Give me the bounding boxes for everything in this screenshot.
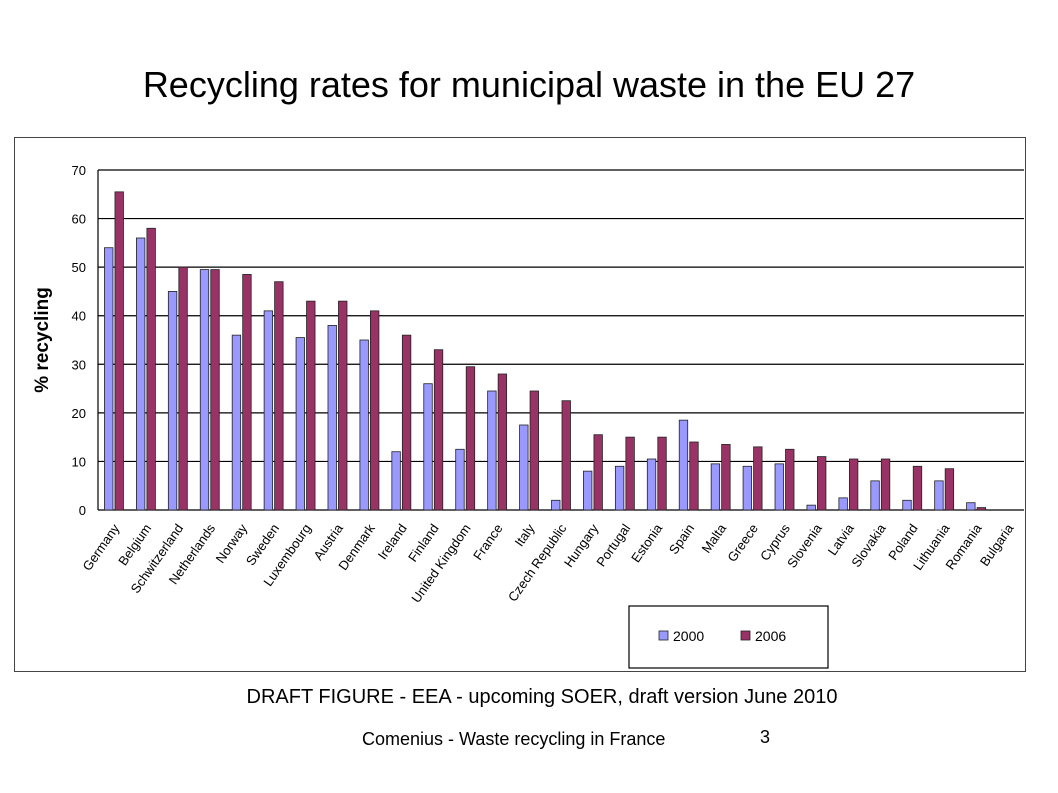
bar-2000-norway	[231, 334, 242, 511]
bar-2006-united-kingdom	[465, 366, 476, 511]
bar-2000-malta	[710, 463, 721, 511]
bar-2006-czech-republic	[561, 400, 571, 511]
x-tick-label: Latvia	[825, 520, 858, 558]
x-tick-label: Germany	[79, 521, 122, 574]
bar-2006-ireland	[401, 334, 412, 511]
slide-title: Recycling rates for municipal waste in t…	[142, 64, 916, 105]
bar-2000-latvia	[838, 497, 848, 511]
bar-2000-spain	[678, 419, 689, 511]
y-tick-label: 70	[72, 163, 86, 178]
bar-2000-france	[487, 390, 497, 511]
bar-2000-poland	[902, 499, 912, 511]
bar-2006-schwitzerland	[178, 266, 188, 511]
bar-2000-slovakia	[870, 480, 880, 511]
bar-2006-cyprus	[785, 448, 795, 511]
bar-2000-cyprus	[774, 463, 784, 511]
x-tick-label: France	[470, 521, 505, 563]
y-tick-label: 20	[72, 406, 86, 421]
chart-frame: 0 10 20 30 40 50 60 70% recycling Germany Belgium…	[14, 137, 1026, 672]
y-axis-label: % recycling	[32, 287, 53, 393]
x-tick-label: Bulgaria	[977, 520, 1017, 568]
bar-2000-czech-republic	[551, 499, 561, 511]
bar-2000-finland	[423, 383, 433, 511]
bar-2000-romania	[966, 502, 976, 511]
bar-2006-estonia	[657, 436, 667, 511]
x-tick-label: Czech Republic	[505, 521, 570, 605]
bar-2006-austria	[338, 300, 348, 511]
bar-2006-denmark	[370, 310, 380, 511]
bar-2000-italy	[519, 424, 529, 511]
footer-text: Comenius - Waste recycling in France	[362, 729, 666, 749]
bar-2006-germany	[114, 191, 124, 511]
bar-2006-italy	[529, 390, 539, 511]
bar-2006-romania	[976, 507, 987, 511]
bar-2000-schwitzerland	[167, 291, 178, 511]
y-tick-label: 0	[79, 503, 86, 518]
bar-2000-slovenia	[806, 504, 816, 511]
x-tick-label: Spain	[666, 521, 697, 557]
bar-2006-greece	[753, 446, 763, 511]
bar-2006-sweden	[274, 281, 284, 511]
bar-2006-portugal	[625, 436, 635, 511]
bar-2006-malta	[721, 444, 731, 511]
bar-2006-norway	[242, 274, 252, 511]
bar-2006-poland	[912, 465, 923, 511]
bar-2000-belgium	[135, 237, 146, 511]
bar-2006-belgium	[146, 227, 156, 511]
bar-2000-sweden	[263, 310, 274, 511]
bar-2000-luxembourg	[295, 337, 305, 511]
bar-2000-portugal	[614, 465, 625, 511]
bar-2006-hungary	[593, 434, 603, 511]
bar-2006-latvia	[848, 458, 859, 511]
bar-2006-france	[497, 373, 508, 511]
bar-2000-austria	[327, 325, 337, 511]
bar-2000-ireland	[391, 451, 401, 511]
x-tick-label: Greece	[724, 521, 761, 565]
y-tick-label: 50	[72, 260, 86, 275]
legend-swatch-2000	[658, 630, 669, 641]
y-tick-label: 10	[72, 454, 86, 469]
bar-2006-luxembourg	[306, 300, 316, 511]
bar-2000-greece	[742, 465, 752, 511]
bar-2006-spain	[689, 441, 699, 511]
bar-2000-hungary	[583, 470, 593, 511]
bar-2006-finland	[433, 349, 444, 511]
x-tick-label: Italy	[512, 521, 538, 550]
bar-2006-slovakia	[880, 458, 891, 511]
y-tick-label: 40	[72, 309, 86, 324]
bar-2000-germany	[104, 247, 114, 511]
figure-caption: DRAFT FIGURE - EEA - upcoming SOER, draf…	[246, 686, 838, 708]
bar-2006-netherlands	[210, 269, 220, 511]
legend-label-2000: 2000	[673, 628, 704, 644]
legend-label-2006: 2006	[755, 628, 786, 644]
bar-2000-lithuania	[934, 480, 944, 511]
page-number: 3	[760, 727, 771, 747]
x-tick-label: Slovakia	[848, 520, 889, 569]
y-tick-label: 30	[72, 357, 86, 372]
bar-2000-denmark	[359, 339, 369, 511]
bar-2000-united-kingdom	[455, 448, 465, 511]
y-tick-label: 60	[72, 212, 86, 227]
legend-swatch-2006	[740, 630, 751, 641]
bar-2006-lithuania	[944, 468, 955, 511]
bar-2006-slovenia	[817, 456, 827, 511]
bar-2000-estonia	[646, 458, 657, 511]
x-tick-label: Malta	[699, 520, 730, 555]
bar-2000-netherlands	[199, 269, 210, 511]
x-tick-label: Estonia	[628, 520, 666, 565]
